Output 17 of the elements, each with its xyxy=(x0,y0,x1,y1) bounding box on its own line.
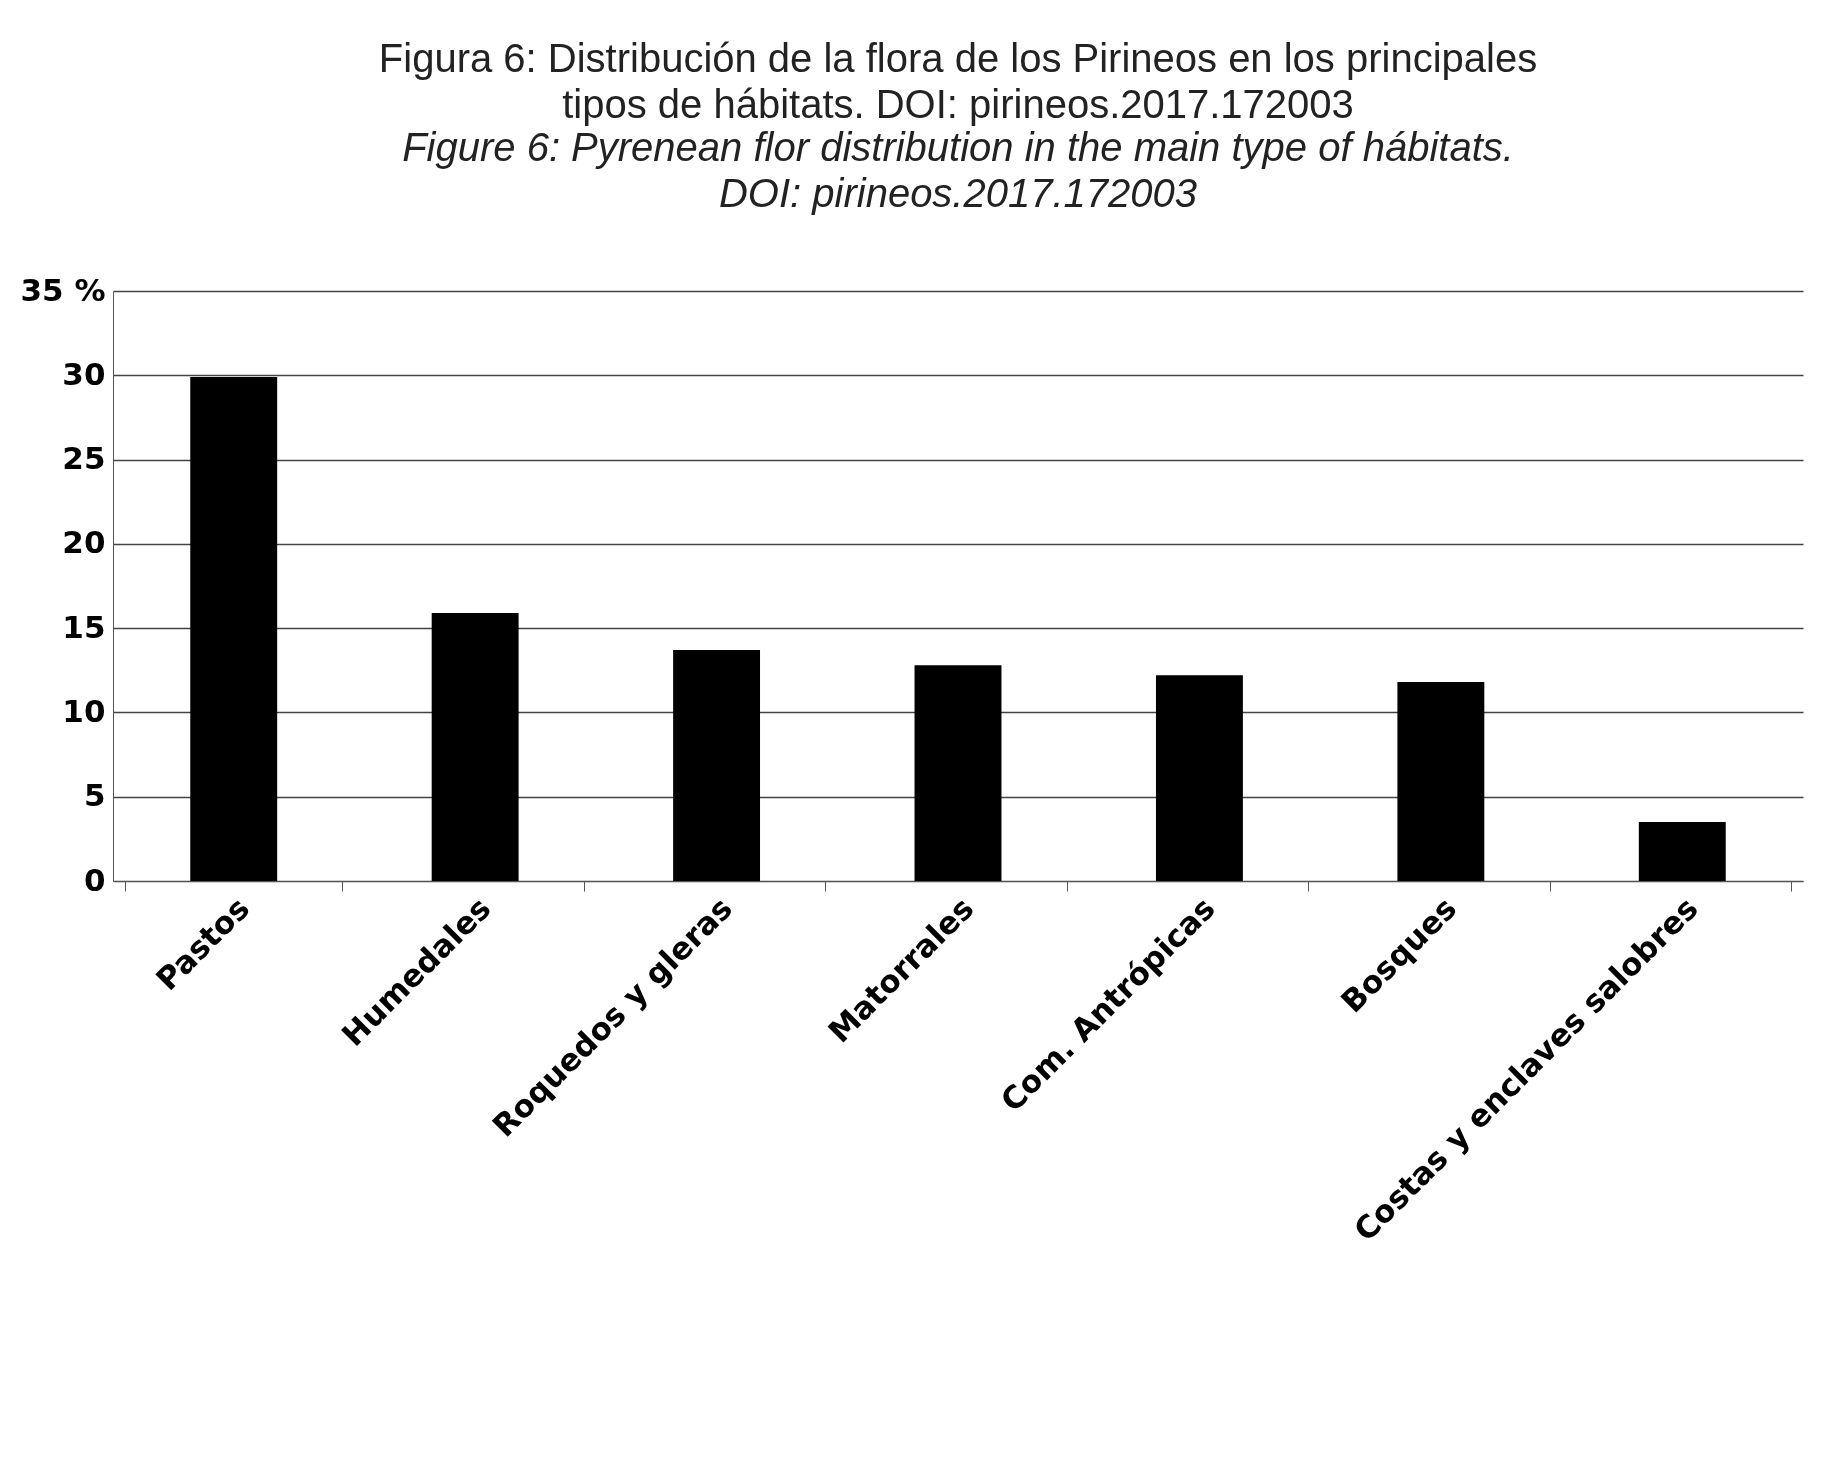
bar xyxy=(431,612,519,881)
bar xyxy=(1638,822,1726,881)
bar xyxy=(1397,682,1485,881)
bar xyxy=(190,376,278,881)
y-tick-label: 30 xyxy=(62,355,106,392)
y-tick-label: 15 xyxy=(62,608,106,645)
y-tick-label: 35 % xyxy=(20,271,106,308)
y-tick-label: 10 xyxy=(62,692,106,729)
bar xyxy=(673,650,761,881)
y-tick-label: 0 xyxy=(83,861,106,898)
y-tick-label: 20 xyxy=(62,524,106,561)
bar xyxy=(1155,675,1243,881)
y-tick-label: 25 xyxy=(62,440,106,477)
chart-title: Figura 6: Distribución de la flora de los Pirineos en los principales tipos de hábitats. DOI: pirineos.2017.172003 xyxy=(378,36,1538,126)
y-tick-label: 5 xyxy=(83,777,106,814)
chart-subtitle: Figure 6: Pyrenean flor distribution in the main type of hábitats. DOI: pirineos.2017.172003 xyxy=(402,125,1514,215)
bar xyxy=(914,665,1002,881)
